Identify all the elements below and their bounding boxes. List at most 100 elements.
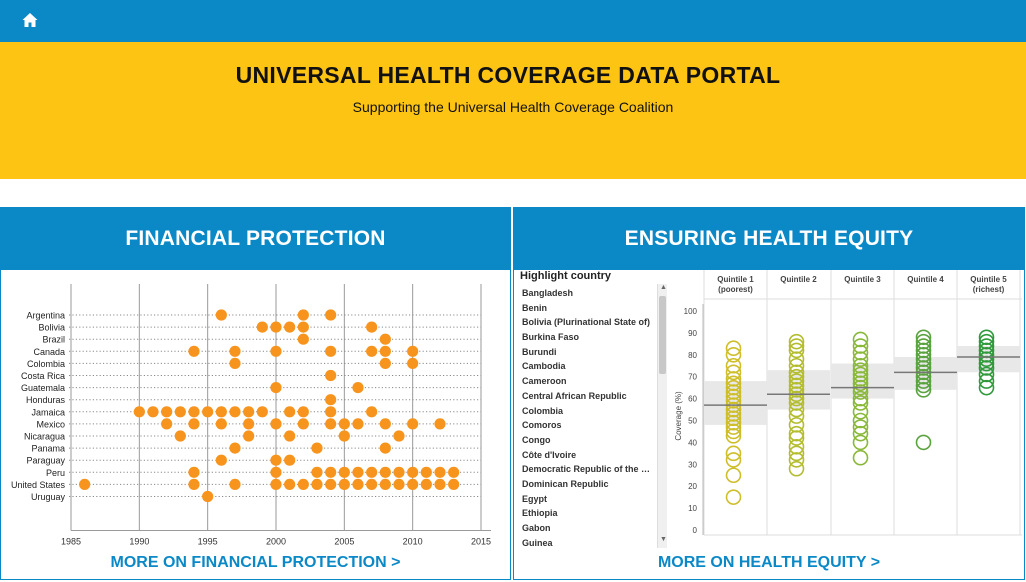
survey-point [188, 345, 200, 357]
survey-point [366, 406, 378, 418]
coverage-point [725, 379, 742, 396]
scrollbar-thumb[interactable] [659, 296, 666, 374]
coverage-point [725, 375, 742, 392]
x-tick-label: 1990 [129, 537, 149, 547]
survey-point [338, 418, 350, 430]
coverage-point [978, 379, 995, 396]
top-bar [0, 0, 1026, 42]
survey-point [243, 406, 255, 418]
quintile-header: (richest) [973, 285, 1005, 294]
country-label: Brazil [42, 335, 65, 345]
coverage-point [852, 390, 869, 407]
survey-point [270, 382, 282, 394]
survey-point [174, 430, 186, 442]
country-label: Paraguay [26, 456, 65, 466]
health-equity-panel: ENSURING HEALTH EQUITY Highlight country… [513, 207, 1025, 580]
coverage-point [725, 371, 742, 387]
country-label: Peru [46, 468, 65, 478]
country-label: Mexico [36, 419, 65, 429]
coverage-point [978, 333, 995, 350]
coverage-point [725, 452, 742, 468]
coverage-point [725, 428, 742, 444]
home-icon[interactable] [21, 11, 39, 29]
survey-point [215, 454, 227, 466]
survey-point [188, 418, 200, 430]
coverage-point [788, 333, 805, 350]
survey-point [161, 406, 173, 418]
survey-point [229, 442, 241, 454]
coverage-point [788, 460, 805, 477]
coverage-point [725, 410, 742, 427]
country-label: Bolivia [38, 323, 65, 333]
y-tick-label: 0 [693, 526, 698, 535]
coverage-point [725, 388, 742, 405]
hero-banner [0, 42, 1026, 179]
page-subtitle: Supporting the Universal Health Coverage… [352, 99, 674, 115]
country-label: Honduras [26, 395, 66, 405]
country-label: Uruguay [31, 492, 66, 502]
quintile-header: (poorest) [718, 285, 753, 294]
x-tick-label: 2010 [403, 537, 423, 547]
survey-point [188, 478, 200, 490]
coverage-point [852, 412, 869, 429]
survey-point [448, 466, 460, 478]
survey-point [366, 478, 378, 490]
survey-point [215, 406, 227, 418]
survey-point [325, 394, 337, 406]
coverage-point [852, 425, 869, 442]
coverage-point [915, 351, 932, 367]
coverage-point [725, 401, 742, 418]
country-label: Argentina [26, 311, 65, 321]
survey-point [270, 321, 282, 333]
country-label: Nicaragua [24, 432, 65, 442]
coverage-point [978, 351, 995, 367]
coverage-point [915, 382, 932, 398]
country-list-scrollbar[interactable]: ▲ ▼ [657, 284, 667, 548]
survey-point [379, 345, 391, 357]
coverage-point [915, 368, 932, 385]
coverage-point [852, 449, 869, 466]
survey-point [352, 382, 364, 394]
y-axis-label: Coverage (%) [674, 391, 683, 441]
coverage-point [852, 434, 869, 451]
survey-point [270, 418, 282, 430]
survey-point [270, 478, 282, 490]
coverage-point [915, 360, 932, 376]
coverage-point [725, 445, 742, 462]
y-tick-label: 10 [688, 504, 697, 513]
more-health-equity-link[interactable]: MORE ON HEALTH EQUITY > [657, 554, 881, 571]
coverage-point [788, 452, 805, 468]
more-financial-protection-link[interactable]: MORE ON FINANCIAL PROTECTION > [110, 554, 401, 571]
coverage-point [788, 438, 805, 455]
survey-point [188, 406, 200, 418]
survey-point [147, 406, 159, 418]
survey-point [325, 478, 337, 490]
survey-point [325, 466, 337, 478]
survey-point [407, 466, 419, 478]
coverage-point [852, 344, 869, 361]
quintile-header: Quintile 5 [970, 275, 1007, 284]
coverage-point [852, 331, 869, 348]
coverage-point [788, 430, 805, 446]
survey-point [407, 418, 419, 430]
coverage-point [788, 357, 805, 374]
coverage-point [788, 395, 805, 411]
survey-point [297, 406, 309, 418]
y-tick-label: 40 [688, 438, 697, 447]
coverage-point [852, 366, 869, 383]
survey-point [133, 406, 145, 418]
financial-protection-panel: FINANCIAL PROTECTION 1985 1990 1995 2000 200… [0, 207, 511, 580]
coverage-point [788, 445, 805, 462]
coverage-point [978, 329, 995, 346]
coverage-point [725, 357, 742, 374]
survey-point [297, 309, 309, 321]
coverage-point [852, 375, 869, 392]
survey-point [297, 321, 309, 333]
survey-point [434, 418, 446, 430]
survey-point [448, 478, 460, 490]
survey-point [325, 369, 337, 382]
scroll-up-icon[interactable]: ▲ [660, 284, 667, 291]
survey-point [229, 357, 241, 369]
scroll-down-icon[interactable]: ▼ [660, 536, 667, 543]
coverage-point [915, 434, 932, 451]
